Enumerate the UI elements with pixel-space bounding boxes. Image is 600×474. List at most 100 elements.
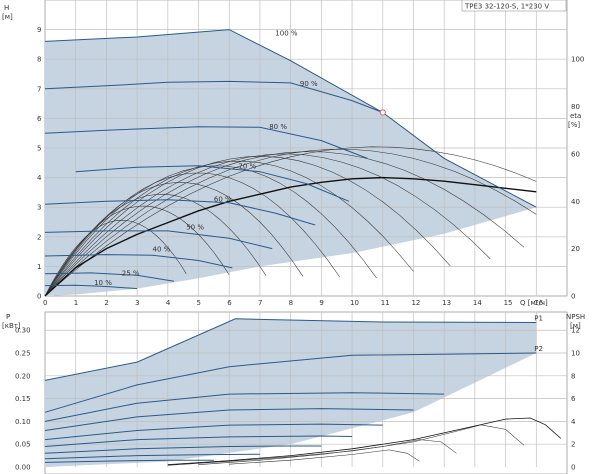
flow-tick-label: 15 <box>504 299 513 307</box>
head-tick-label: 9 <box>37 26 41 34</box>
speed-curve <box>44 199 316 226</box>
eta-tick-label: 100 <box>571 56 584 64</box>
speed-curve <box>44 272 175 282</box>
efficiency-curve <box>44 153 491 297</box>
head-tick-label: 3 <box>37 204 41 212</box>
flow-tick-label: 5 <box>197 299 201 307</box>
flow-tick-label: 16 <box>534 299 543 307</box>
efficiency-curve <box>44 149 537 297</box>
speed-curve-label: 40 % <box>153 246 171 254</box>
power-tick-label: 0.05 <box>15 441 31 449</box>
power-curve <box>44 352 537 413</box>
flow-tick-label: 1 <box>74 299 78 307</box>
flow-tick-label: 12 <box>411 299 420 307</box>
npsh-curve <box>167 417 562 466</box>
efficiency-curve <box>44 156 451 297</box>
flow-tick-label: 13 <box>442 299 451 307</box>
head-efficiency-chart: 100 % 90 % 80 % 70 % 60 % 50 % 40 % 25 % 10 % 0 1… <box>2 0 584 307</box>
power-curve <box>44 423 383 441</box>
speed-curve <box>44 80 383 113</box>
power-tick-label: 0.15 <box>15 395 31 403</box>
p2-series-label: P2 <box>534 345 543 353</box>
flow-tick-label: 14 <box>473 299 482 307</box>
head-tick-label: 0 <box>37 293 41 301</box>
head-axis-unit: [м] <box>2 13 13 21</box>
flow-tick-label: 2 <box>104 299 108 307</box>
npsh-tick-label: 6 <box>571 395 576 403</box>
p1-series-label: P1 <box>534 314 543 322</box>
npsh-curve <box>198 439 457 465</box>
power-axis-title: P <box>6 313 10 321</box>
efficiency-curve <box>44 165 377 297</box>
speed-curve-label: 90 % <box>300 80 318 88</box>
speed-curve-label: 70 % <box>238 163 256 171</box>
power-tick-label: 0.00 <box>15 464 31 472</box>
npsh-curve <box>167 424 525 466</box>
speed-curve <box>44 284 138 290</box>
flow-tick-label: 7 <box>258 299 262 307</box>
speed-curve-label: 60 % <box>214 195 232 203</box>
speed-curve-label: 100 % <box>275 30 298 38</box>
eta-axis-title: eta <box>570 112 581 120</box>
power-tick-label: 0.20 <box>15 372 31 380</box>
power-curves <box>44 318 537 463</box>
power-axis-unit: [кВт] <box>2 322 21 330</box>
npsh-axis-title: NPSH <box>566 313 585 321</box>
flow-tick-label: 11 <box>381 299 390 307</box>
speed-curve-label: 25 % <box>122 269 140 277</box>
flow-tick-label: 4 <box>166 299 171 307</box>
npsh-tick-label: 2 <box>571 441 575 449</box>
power-curve <box>44 318 537 381</box>
speed-curve-label: 10 % <box>94 279 112 287</box>
eta-tick-label: 40 <box>571 198 580 206</box>
power-tick-label: 0.25 <box>15 350 31 358</box>
head-axis-title: H <box>4 4 9 12</box>
efficiency-curve <box>44 151 525 297</box>
npsh-curve <box>229 449 420 465</box>
speed-curve <box>44 254 233 269</box>
power-tick-label: 0.10 <box>15 418 31 426</box>
speed-curves <box>44 29 537 290</box>
npsh-tick-label: 12 <box>571 327 580 335</box>
flow-tick-label: 6 <box>227 299 232 307</box>
power-curve <box>44 459 214 463</box>
bottom-axis-ticks: 0.00 0.05 0.10 0.15 0.20 0.25 0.30 0 2 4 6 8 10 12 <box>15 327 580 472</box>
head-tick-label: 1 <box>37 263 41 271</box>
eta-axis-unit: [%] <box>568 121 580 129</box>
bottom-grid <box>45 312 567 467</box>
efficiency-curve <box>44 193 267 297</box>
speed-curve <box>44 230 273 250</box>
flow-tick-label: 10 <box>350 299 359 307</box>
npsh-tick-label: 8 <box>571 372 575 380</box>
eta-tick-label: 60 <box>571 150 580 158</box>
power-curve <box>44 445 322 454</box>
head-tick-label: 4 <box>37 174 42 182</box>
speed-curve-labels: 100 % 90 % 80 % 70 % 60 % 50 % 40 % 25 % 10 % <box>94 30 318 287</box>
power-curve <box>44 392 445 422</box>
efficiency-curve <box>44 182 304 297</box>
eta-tick-label: 0 <box>571 293 575 301</box>
head-tick-label: 7 <box>37 85 41 93</box>
eta-tick-label: 20 <box>571 245 580 253</box>
flow-tick-label: 9 <box>319 299 323 307</box>
speed-curve <box>75 165 350 202</box>
head-tick-label: 2 <box>37 233 41 241</box>
top-grid <box>45 0 567 296</box>
speed-curve-label: 80 % <box>269 123 287 131</box>
npsh-tick-label: 4 <box>571 418 576 426</box>
duty-point-marker <box>379 109 386 116</box>
flow-tick-label: 8 <box>289 299 293 307</box>
speed-curve <box>44 29 537 208</box>
top-axis-ticks: 0 1 2 3 4 5 6 7 8 9 10 11 12 13 14 15 160123456789020406… <box>37 26 584 307</box>
chart-title: TPE3 32-120-S, 1*230 V <box>464 3 549 11</box>
flow-axis-label: Q [м³/ч] <box>520 299 548 307</box>
head-tick-label: 6 <box>37 115 42 123</box>
npsh-axis-unit: [м] <box>570 322 581 330</box>
head-tick-label: 8 <box>37 56 41 64</box>
power-tick-label: 0.30 <box>15 327 31 335</box>
title-box <box>461 0 567 12</box>
flow-tick-label: 0 <box>43 299 47 307</box>
power-curve <box>44 453 260 460</box>
